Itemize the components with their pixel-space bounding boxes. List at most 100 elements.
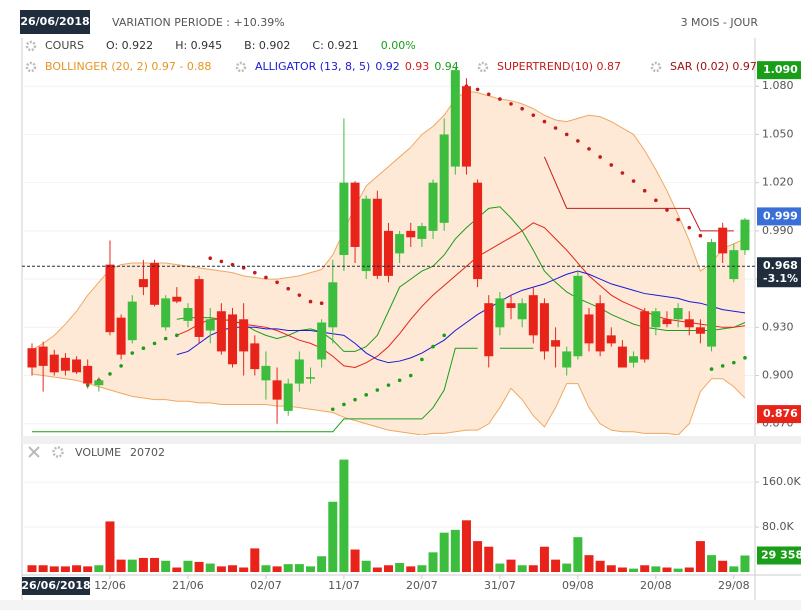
candle-body [272,380,282,400]
sar-dot [330,407,335,412]
sar-dot [175,333,179,338]
volume-bar [60,566,70,572]
sar-dot [720,364,725,368]
candle-body [428,182,438,231]
volume-bar [239,567,249,572]
candle-body [551,340,561,347]
x-tick-label: 11/07 [328,579,360,592]
candle-body [239,319,249,352]
volume-bar [584,555,594,572]
candle-body [317,322,327,360]
volume-bar [395,563,405,572]
legend-entry: B: 0.902 [244,39,290,52]
volume-bar [439,532,449,572]
volume-bar [250,548,260,572]
candle-body [562,351,572,368]
candle-body [573,275,583,357]
sar-dot [743,356,747,360]
candle-body [439,134,449,223]
sar-dot [732,360,736,365]
volume-bar [695,541,705,572]
volume-bar [127,559,137,572]
volume-bar [506,559,516,572]
candle-body [629,356,639,363]
volume-value: 20702 [130,446,165,459]
volume-bar [161,560,171,572]
volume-bar [428,552,438,572]
sar-dot [631,179,636,183]
supertrend-line [543,156,734,232]
legend-gear-icon[interactable] [235,61,247,73]
volume-title: VOLUME [75,446,121,459]
legend-gear-icon[interactable] [477,61,489,73]
volume-close-icon[interactable] [28,446,40,458]
sar-dot [108,372,112,376]
sar-dot [553,126,558,130]
volume-bar [629,568,639,572]
sar-dot [308,299,313,304]
candle-body [161,298,171,328]
candle-body [228,314,238,365]
sar-dot [486,92,491,97]
y-tick-label: 1.050 [762,127,794,140]
volume-bar [406,566,416,572]
x-tick-label: 02/07 [250,579,282,592]
volume-bar [562,563,572,572]
volume-bar [72,565,82,572]
volume-bar [539,546,549,572]
volume-bar [317,556,327,572]
volume-bar [372,567,382,572]
volume-bar [417,565,427,572]
sar-dot [520,106,524,111]
volume-bar [718,560,728,572]
volume-bar [361,560,371,572]
volume-bar [640,565,650,572]
sar-dot [498,97,502,101]
volume-bar [138,557,148,572]
volume-bar [83,566,93,572]
legend-gear-icon[interactable] [25,61,37,73]
x-tick-label: 29/08 [718,579,750,592]
candle-body [417,226,427,239]
x-tick-label: 31/07 [484,579,516,592]
sar-dot [676,217,680,222]
legend-entry: ALLIGATOR (13, 8, 5) [255,60,370,73]
legend-gear-icon[interactable] [25,40,37,52]
candle-body [729,250,739,280]
candle-body [261,365,271,381]
candle-body [339,182,349,255]
sar-dot [130,351,135,355]
candle-body [383,230,393,276]
candle-body [328,282,338,328]
header-date: 26/06/2018 [20,15,89,28]
price-plot [22,66,755,435]
candle-body [105,264,115,333]
sar-dot [587,147,591,151]
volume-bar [595,560,605,572]
bottom-strip [0,600,801,610]
sar-dot [319,301,324,306]
sar-dot [208,256,213,260]
reference-change: -3.1% [763,272,798,285]
x-tick-label: 20/07 [406,579,438,592]
volume-bar [707,555,717,572]
legend-entry: O: 0.922 [106,39,153,52]
candle-body [528,295,538,336]
volume-bar [461,520,471,572]
volume-bar [94,565,104,572]
candle-body [651,311,661,328]
candle-body [49,354,59,373]
sar-dot [163,336,168,341]
candle-body [250,343,260,370]
sar-dot [576,139,580,143]
candle-body [406,230,416,238]
volume-bar [495,563,505,572]
candle-body [707,242,717,347]
supertrend-line [32,347,478,433]
sar-dot [598,155,602,159]
volume-gear-icon[interactable] [52,446,64,458]
volume-bar [383,565,393,572]
legend-gear-icon[interactable] [650,61,662,73]
volume-bar [116,559,126,572]
volume-bar [651,566,661,572]
